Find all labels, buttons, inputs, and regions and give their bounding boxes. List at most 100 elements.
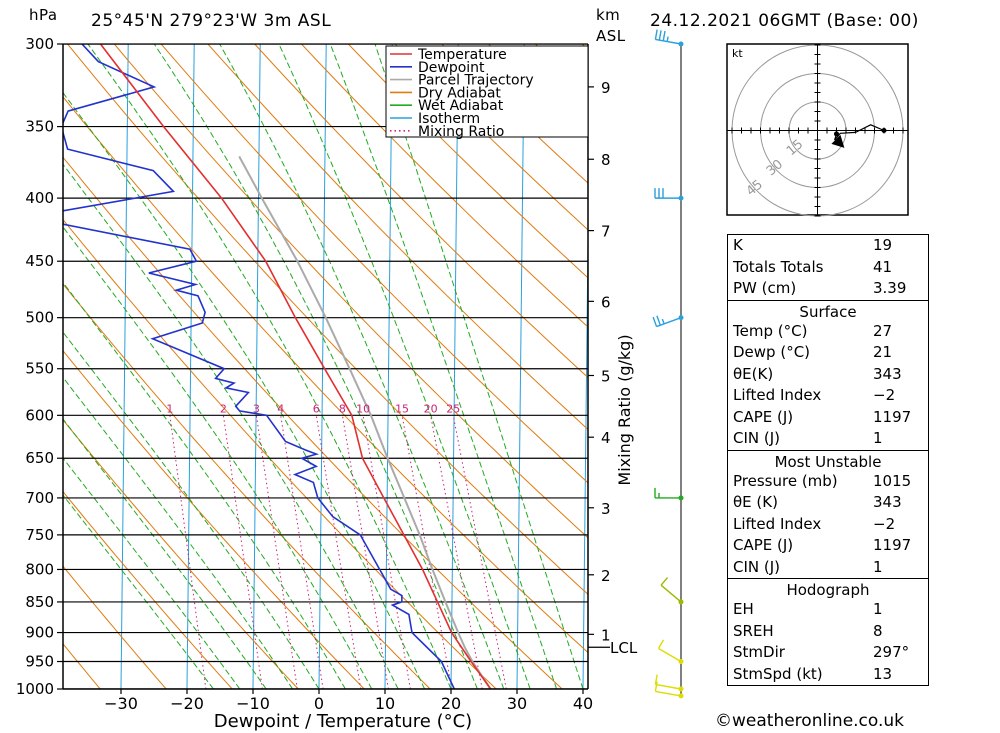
legend-label: Dewpoint bbox=[418, 60, 485, 76]
most-unstable-row: Pressure (mb) 1015 bbox=[728, 471, 928, 493]
wind-barb-flag bbox=[660, 577, 669, 586]
legend-label: Dry Adiabat bbox=[418, 85, 501, 101]
pressure-tick-label: 650 bbox=[25, 449, 54, 467]
most-unstable-value: −2 bbox=[873, 514, 896, 533]
temperature-tick-label: −10 bbox=[236, 694, 270, 713]
dry-adiabat-line bbox=[347, 44, 588, 279]
index-value: 19 bbox=[873, 236, 893, 254]
most-unstable-row: Lifted Index −2 bbox=[728, 514, 928, 536]
hodograph-stats-title: Hodograph bbox=[786, 581, 870, 599]
legend-label: Wet Adiabat bbox=[418, 98, 504, 114]
pressure-tick-label: 800 bbox=[25, 560, 54, 578]
pressure-tick-label: 400 bbox=[25, 189, 54, 207]
mixing-ratio-line bbox=[222, 415, 263, 689]
most-unstable-row: θE (K) 343 bbox=[728, 492, 928, 514]
temperature-tick-label: 40 bbox=[573, 694, 593, 713]
pressure-tick-label: 900 bbox=[25, 624, 54, 642]
km-tick-label: 9 bbox=[601, 79, 611, 97]
hodograph-stat-label: StmSpd (kt) bbox=[733, 664, 823, 683]
pressure-tick-label: 500 bbox=[25, 309, 54, 327]
isotherm-line bbox=[318, 44, 327, 689]
x-axis-title: Dewpoint / Temperature (°C) bbox=[214, 711, 472, 732]
legend-box bbox=[385, 45, 589, 138]
wind-barb-half-flag bbox=[661, 318, 665, 325]
mixing-ratio-label: 10 bbox=[356, 402, 370, 415]
surface-row: CAPE (J) 1197 bbox=[728, 407, 928, 429]
index-value: 41 bbox=[873, 257, 893, 276]
pressure-tick-label: 750 bbox=[25, 526, 54, 544]
wind-barb-staff bbox=[655, 683, 682, 690]
hodograph-stat-row: StmDir 297° bbox=[728, 642, 928, 664]
index-label: Totals Totals bbox=[733, 257, 824, 276]
pressure-tick-label: 300 bbox=[25, 35, 54, 53]
most-unstable-label: θE (K) bbox=[733, 493, 778, 511]
wet-adiabat-line bbox=[63, 163, 399, 689]
wind-barb-flag bbox=[656, 315, 661, 326]
temperature-tick-label: 30 bbox=[507, 694, 527, 713]
isotherm-line bbox=[582, 196, 588, 689]
km-tick-label: 4 bbox=[601, 429, 611, 447]
index-value: 3.39 bbox=[873, 279, 907, 297]
pressure-tick-label: 1000 bbox=[16, 680, 54, 698]
surface-row: CIN (J) 1 bbox=[728, 428, 928, 450]
most-unstable-title: Most Unstable bbox=[774, 452, 882, 471]
pressure-tick-label: 550 bbox=[25, 360, 54, 378]
wind-barb-flag bbox=[662, 30, 666, 41]
isotherm-line bbox=[55, 0, 64, 715]
isotherm-line bbox=[649, 0, 658, 715]
km-tick-label: 8 bbox=[601, 151, 611, 169]
wind-barb-flag bbox=[654, 681, 658, 692]
mixing-ratio-line bbox=[280, 415, 324, 689]
most-unstable-label: CAPE (J) bbox=[733, 536, 794, 554]
wind-barb-staff bbox=[655, 690, 682, 697]
mixing-ratio-label: 1 bbox=[166, 402, 173, 415]
surface-row: Dewp (°C) 21 bbox=[728, 342, 928, 364]
mixing-ratio-line bbox=[452, 415, 507, 689]
surface-value: 21 bbox=[873, 343, 893, 361]
surface-row: Lifted Index −2 bbox=[728, 385, 928, 407]
dry-adiabat-line bbox=[254, 44, 588, 379]
mixing-ratio-label: 8 bbox=[339, 402, 346, 415]
km-tick-label: 1 bbox=[601, 626, 611, 644]
most-unstable-value: 1 bbox=[873, 557, 883, 576]
wind-barb-staff bbox=[660, 584, 682, 603]
hodograph-trace bbox=[834, 124, 885, 141]
mixing-ratio-label: 20 bbox=[424, 402, 438, 415]
pressure-tick-label: 850 bbox=[25, 593, 54, 611]
temperature-tick-label: 20 bbox=[441, 694, 461, 713]
hodograph-stat-row: SREH 8 bbox=[728, 621, 928, 643]
lcl-label: LCL bbox=[610, 639, 638, 657]
wet-adiabat-line bbox=[63, 457, 241, 689]
most-unstable-label: Pressure (mb) bbox=[733, 471, 838, 490]
most-unstable-value: 1197 bbox=[873, 536, 912, 554]
storm-motion-marker bbox=[831, 134, 845, 148]
isotherm-line bbox=[252, 44, 261, 689]
pressure-tick-label: 450 bbox=[25, 252, 54, 270]
index-row: PW (cm) 3.39 bbox=[728, 278, 928, 300]
km-unit-label: km bbox=[596, 6, 621, 24]
dry-adiabat-line bbox=[63, 565, 167, 689]
location-title: 25°45'N 279°23'W 3m ASL bbox=[91, 11, 332, 31]
pressure-tick-label: 950 bbox=[25, 653, 54, 671]
wind-barb-staff bbox=[658, 647, 682, 663]
isotherm-line bbox=[186, 44, 195, 689]
dry-adiabat-line bbox=[441, 44, 588, 184]
hodograph-stat-label: EH bbox=[733, 600, 754, 618]
asl-unit-label: ASL bbox=[596, 27, 626, 45]
km-tick-label: 5 bbox=[601, 367, 611, 385]
wind-barb-flag bbox=[654, 29, 658, 40]
surface-label: Dewp (°C) bbox=[733, 343, 811, 361]
wind-barb-half-flag bbox=[666, 36, 669, 42]
dry-adiabat-line bbox=[207, 44, 588, 431]
credit-text: ©weatheronline.co.uk bbox=[715, 711, 905, 731]
wind-barb-staff bbox=[656, 317, 682, 328]
surface-value: 1 bbox=[873, 429, 883, 447]
index-row: K 19 bbox=[728, 235, 928, 257]
legend-label: Parcel Trajectory bbox=[418, 73, 534, 89]
legend-label: Mixing Ratio bbox=[418, 124, 504, 140]
pressure-tick-label: 600 bbox=[25, 406, 54, 424]
hodograph-stat-label: SREH bbox=[733, 621, 774, 640]
